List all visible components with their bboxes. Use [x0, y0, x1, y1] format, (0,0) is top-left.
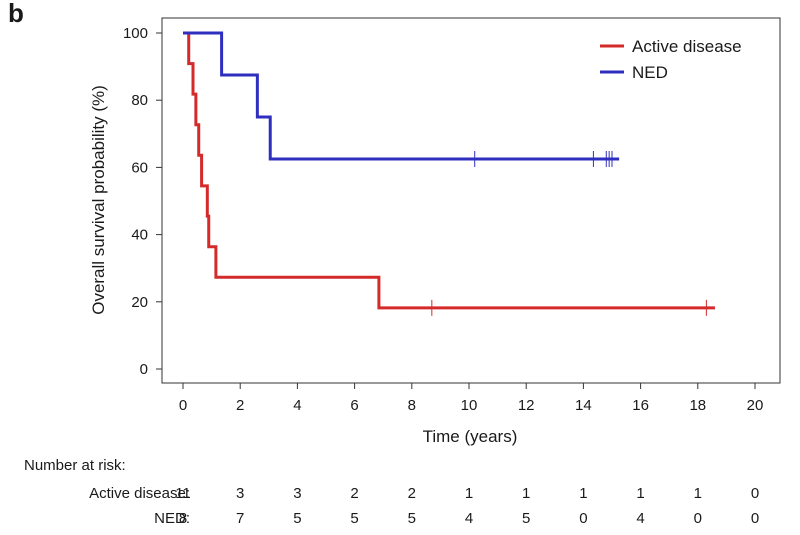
- legend-label-active-disease: Active disease: [632, 37, 742, 56]
- risk-row-label: NED:: [154, 510, 190, 527]
- y-tick-label: 100: [123, 25, 148, 42]
- x-tick-label: 12: [518, 397, 535, 414]
- risk-count: 1: [694, 485, 702, 502]
- risk-count: 5: [408, 510, 416, 527]
- risk-count: 0: [751, 510, 759, 527]
- risk-row-label: Active disease:: [89, 485, 190, 502]
- risk-count: 1: [522, 485, 530, 502]
- x-tick-label: 14: [575, 397, 592, 414]
- risk-count: 2: [350, 485, 358, 502]
- x-tick-label: 2: [236, 397, 244, 414]
- risk-count: 1: [636, 485, 644, 502]
- y-tick-label: 20: [131, 294, 148, 311]
- x-tick-label: 18: [689, 397, 706, 414]
- legend-label-ned: NED: [632, 63, 668, 82]
- x-tick-label: 16: [632, 397, 649, 414]
- y-tick-label: 0: [140, 361, 148, 378]
- x-tick-label: 0: [179, 397, 187, 414]
- series-line-ned: [183, 31, 620, 161]
- x-axis: 0 2 4 6 8 10 12 14 16 18 20: [179, 383, 764, 414]
- y-tick-label: 40: [131, 227, 148, 244]
- risk-count: 2: [408, 485, 416, 502]
- x-tick-label: 4: [293, 397, 301, 414]
- plot-frame: [161, 17, 781, 384]
- risk-count: 0: [579, 510, 587, 527]
- risk-count: 5: [350, 510, 358, 527]
- y-axis-title: Overall survival probability (%): [89, 85, 108, 315]
- risk-table-header: Number at risk:: [24, 457, 126, 474]
- x-tick-label: 8: [408, 397, 416, 414]
- x-axis-title: Time (years): [423, 427, 518, 446]
- risk-count: 3: [293, 485, 301, 502]
- risk-count: 0: [694, 510, 702, 527]
- risk-count: 5: [522, 510, 530, 527]
- risk-count: 1: [465, 485, 473, 502]
- risk-count: 4: [636, 510, 644, 527]
- x-tick-label: 6: [350, 397, 358, 414]
- risk-count: 4: [465, 510, 473, 527]
- risk-count: 0: [751, 485, 759, 502]
- legend: Active disease NED: [600, 37, 742, 82]
- risk-count: 8: [179, 510, 187, 527]
- x-tick-label: 20: [747, 397, 764, 414]
- series-group: [183, 31, 715, 316]
- panel-label: b: [8, 0, 24, 28]
- risk-count: 3: [236, 485, 244, 502]
- series-line-active-disease: [183, 31, 715, 310]
- y-tick-label: 60: [131, 159, 148, 176]
- risk-count: 1: [579, 485, 587, 502]
- risk-count: 7: [236, 510, 244, 527]
- risk-table: Number at risk: Active disease:11 3 3 2 2 1 1 1…: [24, 457, 759, 527]
- x-tick-label: 10: [461, 397, 478, 414]
- risk-count: 5: [293, 510, 301, 527]
- risk-count: 11: [175, 485, 191, 502]
- y-tick-label: 80: [131, 92, 148, 109]
- y-axis: 0 20 40 60 80 100: [123, 25, 162, 378]
